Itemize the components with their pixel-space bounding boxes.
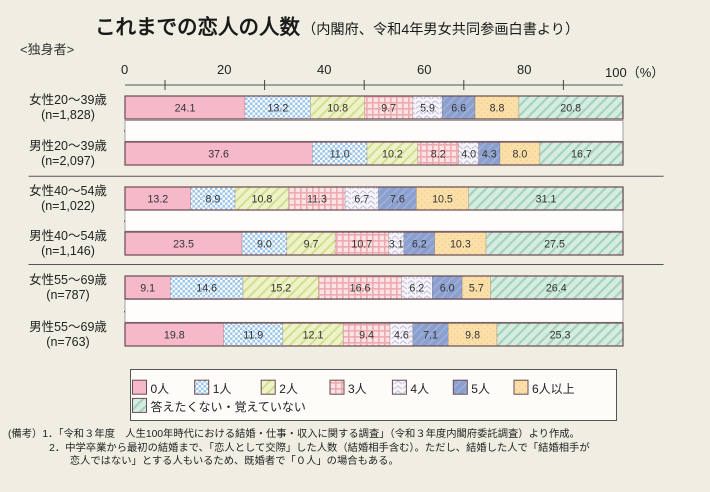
svg-text:9.1: 9.1 <box>140 283 155 295</box>
svg-text:25.3: 25.3 <box>550 330 571 342</box>
svg-text:10.2: 10.2 <box>382 149 403 161</box>
svg-text:16.7: 16.7 <box>571 149 592 161</box>
svg-text:4.0: 4.0 <box>461 149 476 161</box>
svg-text:9.4: 9.4 <box>359 330 374 342</box>
svg-text:26.4: 26.4 <box>546 283 567 295</box>
svg-text:10.5: 10.5 <box>432 194 453 206</box>
svg-text:11.3: 11.3 <box>307 194 327 206</box>
svg-text:7.6: 7.6 <box>390 194 405 206</box>
svg-text:9.7: 9.7 <box>381 103 396 115</box>
svg-text:8.8: 8.8 <box>490 103 505 115</box>
svg-text:19.8: 19.8 <box>164 330 185 342</box>
svg-text:20.8: 20.8 <box>560 103 581 115</box>
svg-text:12.1: 12.1 <box>303 330 324 342</box>
svg-text:10.3: 10.3 <box>450 239 471 251</box>
svg-text:6.7: 6.7 <box>354 194 369 206</box>
svg-text:7.1: 7.1 <box>423 330 438 342</box>
svg-text:31.1: 31.1 <box>536 194 557 206</box>
svg-text:10.7: 10.7 <box>351 239 372 251</box>
svg-text:4.3: 4.3 <box>482 149 497 161</box>
svg-text:11.0: 11.0 <box>330 149 350 161</box>
svg-text:9.7: 9.7 <box>304 239 319 251</box>
svg-text:3.1: 3.1 <box>389 239 404 251</box>
svg-text:8.2: 8.2 <box>431 149 446 161</box>
svg-text:9.8: 9.8 <box>465 330 480 342</box>
svg-text:15.2: 15.2 <box>270 283 291 295</box>
svg-text:10.8: 10.8 <box>252 194 273 206</box>
svg-text:5.7: 5.7 <box>469 283 484 295</box>
svg-text:10.8: 10.8 <box>327 103 348 115</box>
svg-text:27.5: 27.5 <box>544 239 565 251</box>
svg-text:24.1: 24.1 <box>175 103 196 115</box>
svg-text:13.2: 13.2 <box>267 103 288 115</box>
svg-text:8.9: 8.9 <box>205 194 220 206</box>
svg-text:13.2: 13.2 <box>147 194 168 206</box>
svg-text:37.6: 37.6 <box>208 149 229 161</box>
svg-text:6.6: 6.6 <box>451 103 466 115</box>
svg-text:14.6: 14.6 <box>196 283 217 295</box>
svg-text:16.6: 16.6 <box>350 283 371 295</box>
svg-text:5.9: 5.9 <box>420 103 435 115</box>
svg-text:4.6: 4.6 <box>394 330 409 342</box>
svg-text:8.0: 8.0 <box>512 149 527 161</box>
svg-text:23.5: 23.5 <box>173 239 194 251</box>
svg-text:9.0: 9.0 <box>257 239 272 251</box>
svg-text:6.0: 6.0 <box>440 283 455 295</box>
svg-text:6.2: 6.2 <box>409 283 424 295</box>
svg-text:11.9: 11.9 <box>243 330 263 342</box>
svg-text:6.2: 6.2 <box>412 239 427 251</box>
